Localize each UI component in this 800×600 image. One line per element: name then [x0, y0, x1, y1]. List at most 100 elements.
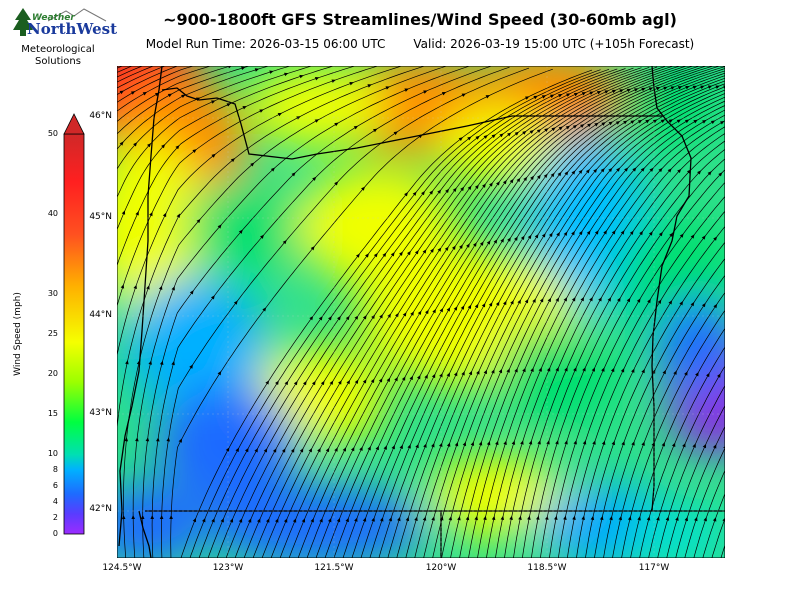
flow-arrow [379, 517, 384, 522]
flow-arrow [346, 379, 351, 385]
flow-arrow [632, 167, 637, 172]
flow-arrow [371, 517, 375, 522]
flow-arrow [334, 447, 338, 452]
model-run-time: Model Run Time: 2026-03-15 06:00 UTC [145, 37, 386, 51]
flow-arrow [211, 518, 215, 523]
flow-arrow [660, 119, 666, 124]
flow-arrow [317, 447, 321, 453]
flow-arrow [601, 367, 605, 372]
flow-arrow [367, 84, 372, 88]
flow-arrow [684, 119, 690, 124]
colorbar [63, 113, 85, 535]
flow-arrow [373, 128, 378, 133]
flow-arrow [481, 302, 486, 308]
flow-arrow [593, 168, 598, 173]
flow-arrow [571, 231, 575, 236]
flow-arrow [135, 211, 139, 216]
flow-arrow [522, 130, 527, 135]
flow-arrow [407, 250, 411, 256]
streamline [486, 120, 725, 558]
flow-arrow [670, 86, 675, 90]
flow-arrow [302, 380, 307, 386]
longitude-label: 121.5°W [314, 563, 354, 573]
flow-arrow [518, 515, 522, 520]
flow-arrow [446, 442, 451, 447]
flow-arrow [412, 191, 417, 196]
flow-arrow [202, 517, 206, 523]
flow-arrow [474, 515, 478, 521]
flow-arrow [149, 211, 153, 217]
flow-arrow [410, 311, 414, 316]
flow-arrow [451, 245, 456, 250]
flow-arrow [663, 86, 668, 91]
flow-arrow [299, 448, 304, 453]
flow-arrow [636, 298, 641, 303]
flow-arrow [270, 167, 276, 172]
flow-arrow [530, 367, 534, 372]
flow-arrow [697, 170, 702, 175]
mountain-icon [48, 8, 107, 22]
flow-arrow [646, 516, 651, 521]
streamline [351, 68, 725, 558]
flow-arrow [546, 367, 551, 372]
flow-arrow [474, 303, 479, 309]
streamline [387, 77, 725, 558]
flow-arrow [652, 119, 658, 124]
wind-speed-area [187, 176, 307, 276]
streamline [558, 195, 725, 558]
flow-arrow [514, 368, 518, 373]
colorbar-tick: 8 [52, 465, 58, 474]
streamline [117, 66, 292, 170]
flow-arrow [156, 437, 160, 442]
streamline [161, 67, 530, 558]
flow-arrow [241, 66, 246, 71]
streamline [117, 66, 251, 135]
flow-arrow [615, 120, 621, 125]
flow-arrow [486, 440, 491, 446]
flow-arrow [536, 515, 540, 520]
flow-arrow [404, 88, 409, 92]
page-title: ~900-1800ft GFS Streamlines/Wind Speed (… [163, 10, 677, 29]
flow-arrow [631, 441, 635, 446]
flow-arrow [404, 192, 408, 197]
streamline [117, 66, 357, 267]
wind-speed-area [497, 326, 617, 426]
flow-arrow [230, 158, 236, 163]
flow-arrow [589, 91, 594, 95]
flow-arrow [483, 369, 487, 375]
flow-arrow [387, 313, 391, 318]
flow-arrow [329, 380, 334, 385]
wind-map [117, 66, 725, 558]
flow-arrow [657, 299, 662, 304]
flow-arrow [365, 253, 369, 258]
flow-arrow [564, 171, 569, 176]
flow-arrow [171, 286, 175, 291]
streamline [396, 80, 725, 558]
flow-arrow [401, 376, 406, 381]
flow-arrow [582, 367, 586, 372]
flow-arrow [611, 89, 617, 94]
flow-arrow [119, 141, 124, 146]
flow-arrow [587, 123, 592, 128]
flow-arrow [269, 70, 274, 74]
flow-arrow [259, 109, 264, 113]
flow-arrow [265, 380, 270, 385]
streamline [333, 66, 721, 558]
flow-arrow [373, 252, 378, 258]
flow-arrow [582, 440, 587, 445]
flow-arrow [677, 86, 683, 90]
streamline [522, 148, 725, 558]
flow-arrow [189, 364, 193, 369]
flow-arrow [467, 136, 472, 141]
flow-arrow [375, 445, 379, 451]
flow-arrow [516, 177, 521, 183]
flow-arrow [555, 440, 559, 445]
streamline [243, 66, 650, 558]
flow-arrow [423, 443, 427, 448]
flow-arrow [630, 120, 635, 124]
flow-arrow [621, 441, 625, 446]
flow-arrow [565, 125, 571, 130]
streamline [441, 96, 725, 558]
streamline [324, 66, 715, 558]
flow-arrow [498, 368, 503, 374]
